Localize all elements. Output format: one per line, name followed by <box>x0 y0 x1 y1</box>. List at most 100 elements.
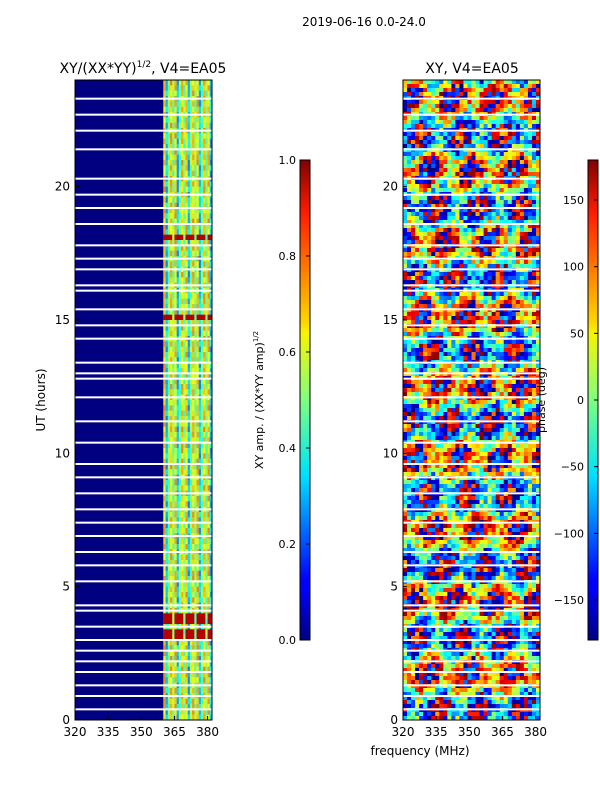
heatmap-cell <box>178 464 182 470</box>
heatmap-cell <box>198 309 202 315</box>
heatmap-cell <box>192 101 195 107</box>
heatmap-cell <box>483 272 488 277</box>
heatmap-cell <box>483 224 488 229</box>
heatmap-cell <box>205 277 208 283</box>
heatmap-cell <box>163 117 166 123</box>
heatmap-cell <box>491 264 496 269</box>
heatmap-cell <box>491 172 496 177</box>
heatmap-cell <box>178 213 182 219</box>
heatmap-cell <box>415 92 420 97</box>
heatmap-cell <box>167 709 171 715</box>
heatmap-cell <box>495 92 501 97</box>
heatmap-cell <box>503 164 509 169</box>
heatmap-cell <box>187 330 191 337</box>
heatmap-cell <box>455 144 460 149</box>
heatmap-cell <box>515 228 521 233</box>
heatmap-cell <box>187 565 191 571</box>
heatmap-cell <box>187 314 191 321</box>
heatmap-cell <box>419 80 424 85</box>
heatmap-cell <box>165 186 169 193</box>
heatmap-cell <box>503 320 509 325</box>
heatmap-cell <box>183 325 186 331</box>
heatmap-cell <box>511 216 517 221</box>
heatmap-cell <box>172 85 175 91</box>
heatmap-cell <box>170 250 173 257</box>
heatmap-cell <box>479 300 484 305</box>
heatmap-cell <box>194 432 197 438</box>
heatmap-cell <box>475 208 480 213</box>
heatmap-cell <box>207 165 211 171</box>
heatmap-cell <box>431 132 436 137</box>
heatmap-cell <box>451 124 456 129</box>
heatmap-cell <box>185 576 188 582</box>
heatmap-cell <box>523 304 529 309</box>
heatmap-cell <box>487 188 492 193</box>
heatmap-cell <box>531 132 537 137</box>
heatmap-cell <box>183 373 186 379</box>
heatmap-cell <box>176 304 180 310</box>
heatmap-cell <box>203 154 206 161</box>
heatmap-cell <box>165 144 169 150</box>
heatmap-cell <box>431 340 436 345</box>
heatmap-cell <box>183 106 186 113</box>
heatmap-cell <box>209 234 213 241</box>
heatmap-cell <box>198 106 202 113</box>
heatmap-cell <box>207 138 211 145</box>
heatmap-cell <box>167 528 171 534</box>
heatmap-cell <box>519 236 525 241</box>
heatmap-cell <box>187 677 191 683</box>
heatmap-cell <box>427 340 432 345</box>
heatmap-cell <box>207 544 211 550</box>
heatmap-cell <box>455 100 460 105</box>
heatmap-cell <box>192 442 195 449</box>
heatmap-cell <box>487 320 492 325</box>
heatmap-cell <box>200 160 204 166</box>
heatmap-cell <box>183 426 186 433</box>
heatmap-cell <box>200 645 204 651</box>
heatmap-cell <box>189 80 193 86</box>
heatmap-cell <box>451 104 456 109</box>
heatmap-cell <box>174 117 177 123</box>
heatmap-cell <box>451 168 456 173</box>
heatmap-cell <box>415 248 420 253</box>
heatmap-cell <box>411 340 416 345</box>
heatmap-cell <box>187 154 191 161</box>
heatmap-cell <box>170 389 173 395</box>
heatmap-cell <box>185 458 188 465</box>
heatmap-cell <box>185 698 188 705</box>
heatmap-cell <box>176 389 180 395</box>
heatmap-cell <box>200 224 204 230</box>
heatmap-cell <box>176 309 180 315</box>
heatmap-cell <box>427 160 432 165</box>
heatmap-cell <box>163 149 166 155</box>
heatmap-cell <box>403 340 408 345</box>
heatmap-cell <box>467 116 472 121</box>
heatmap-cell <box>467 124 472 129</box>
heatmap-cell <box>519 144 525 149</box>
heatmap-cell <box>479 344 484 349</box>
heatmap-cell <box>178 544 182 550</box>
heatmap-cell <box>459 240 464 245</box>
heatmap-cell <box>527 252 533 257</box>
heatmap-cell <box>176 101 180 107</box>
heatmap-cell <box>467 180 472 185</box>
heatmap-cell <box>183 421 186 427</box>
heatmap-cell <box>174 581 177 587</box>
heatmap-cell <box>196 208 200 214</box>
heatmap-cell <box>200 453 204 459</box>
heatmap-cell <box>207 634 211 641</box>
heatmap-cell <box>443 280 448 285</box>
heatmap-cell <box>167 240 171 246</box>
heatmap-cell <box>196 362 200 369</box>
heatmap-cell <box>172 432 175 438</box>
heatmap-cell <box>178 224 182 230</box>
heatmap-cell <box>415 344 420 349</box>
heatmap-cell <box>181 80 184 86</box>
heatmap-cell <box>176 640 180 646</box>
heatmap-cell <box>475 248 480 253</box>
heatmap-cell <box>519 208 525 213</box>
heatmap-cell <box>519 80 525 85</box>
heatmap-cell <box>203 613 206 619</box>
heatmap-cell <box>527 144 533 149</box>
heatmap-cell <box>459 212 464 217</box>
